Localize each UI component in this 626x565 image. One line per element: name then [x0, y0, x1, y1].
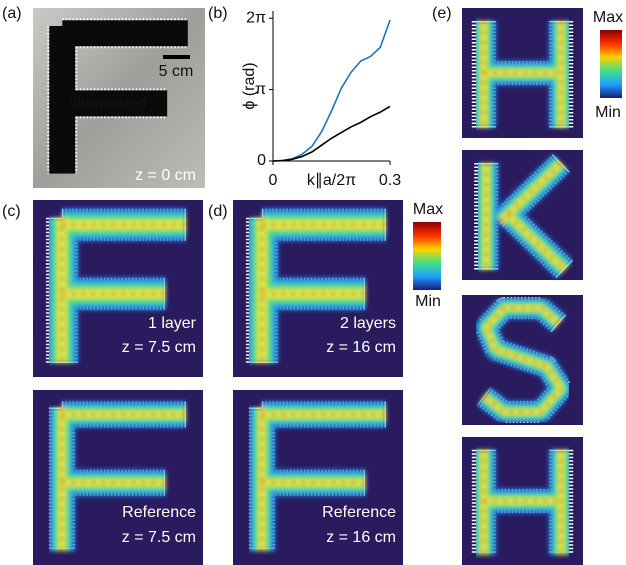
colorbar-label: Min	[415, 293, 441, 310]
colorbar	[413, 222, 441, 290]
panel-label: (c)	[2, 203, 21, 220]
caption: 5 cm	[159, 63, 194, 80]
y-tick-label: 0	[257, 152, 266, 169]
y-tick-label: 2π	[246, 9, 266, 26]
caption: z = 7.5 cm	[122, 529, 196, 546]
panel-label: (d)	[208, 203, 228, 220]
data-line	[273, 106, 390, 161]
caption: 2 layers	[340, 315, 396, 332]
colorbar	[600, 30, 622, 98]
caption: z = 7.5 cm	[122, 339, 196, 356]
colorbar-label: Min	[595, 104, 621, 121]
caption: Reference	[122, 504, 196, 521]
x-tick-label: 0.3	[379, 172, 401, 189]
caption: 1 layer	[148, 315, 197, 332]
panel-label: (e)	[432, 5, 452, 22]
caption: Reference	[322, 504, 396, 521]
colorbar-label: Max	[413, 201, 443, 218]
x-axis-label: k∥a/2π	[307, 172, 356, 189]
figure: (a) (b) (c) (d) (e) 5 cm Illuminated z = 0…	[0, 0, 626, 565]
panel-label: (a)	[2, 5, 22, 22]
region-label: Illuminated	[69, 95, 146, 112]
y-axis-label: ϕ (rad)	[241, 62, 258, 109]
caption: z = 16 cm	[326, 529, 396, 546]
x-tick-label: 0	[269, 172, 278, 189]
caption: z = 16 cm	[326, 339, 396, 356]
data-line	[273, 20, 390, 161]
colorbar-label: Max	[593, 9, 623, 26]
panel-label: (b)	[208, 5, 228, 22]
caption: z = 0 cm	[135, 167, 196, 184]
layout	[33, 8, 622, 565]
